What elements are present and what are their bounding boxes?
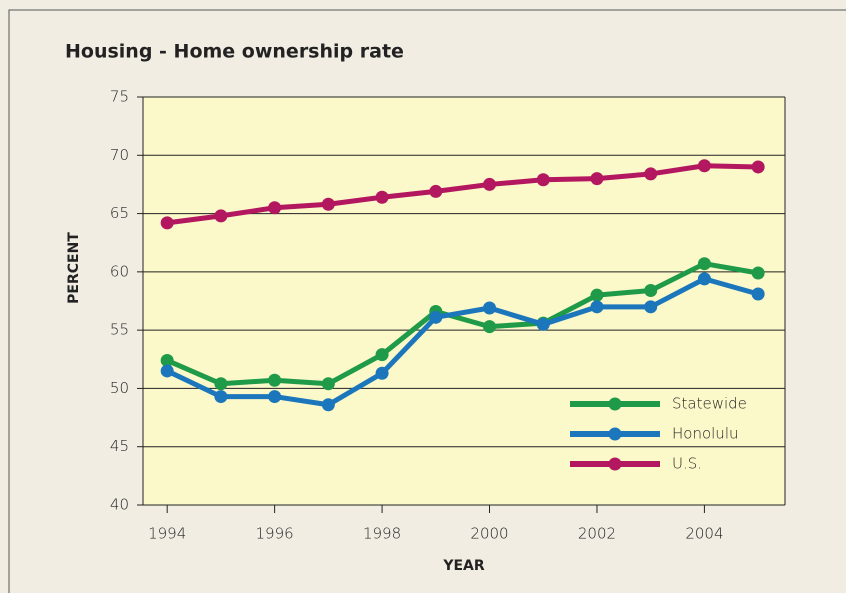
legend-marker xyxy=(608,457,622,471)
series-line xyxy=(166,276,759,408)
data-point xyxy=(697,272,711,286)
data-point xyxy=(590,288,604,302)
legend-label: Statewide xyxy=(672,395,747,413)
data-point xyxy=(697,159,711,173)
plot-area xyxy=(143,97,785,505)
series-line xyxy=(166,261,759,387)
data-point xyxy=(536,173,550,187)
data-point xyxy=(321,377,335,391)
data-point xyxy=(321,398,335,412)
frame xyxy=(8,9,846,593)
x-tick-label: 1994 xyxy=(148,525,186,543)
data-point xyxy=(214,209,228,223)
data-point xyxy=(214,377,228,391)
series-line xyxy=(166,163,759,226)
data-point xyxy=(644,167,658,181)
data-point xyxy=(429,310,443,324)
chart-title: Housing - Home ownership rate xyxy=(65,41,404,63)
data-point xyxy=(751,266,765,280)
y-tick-label: 75 xyxy=(110,88,129,106)
y-axis-label: PERCENT xyxy=(66,232,82,304)
data-point xyxy=(268,373,282,387)
data-point xyxy=(160,216,174,230)
legend-marker xyxy=(608,397,622,411)
data-point xyxy=(321,197,335,211)
y-tick-label: 55 xyxy=(110,321,129,339)
legend-label: U.S. xyxy=(672,455,702,473)
data-point xyxy=(375,190,389,204)
x-axis-label: YEAR xyxy=(442,558,485,574)
data-point xyxy=(429,184,443,198)
data-point xyxy=(751,287,765,301)
data-point xyxy=(483,301,497,315)
data-point xyxy=(268,201,282,215)
data-point xyxy=(160,364,174,378)
data-point xyxy=(483,320,497,334)
data-point xyxy=(697,257,711,271)
y-tick-label: 60 xyxy=(110,262,129,280)
y-tick-label: 40 xyxy=(110,496,129,514)
data-point xyxy=(268,390,282,404)
data-point xyxy=(536,317,550,331)
data-point xyxy=(644,284,658,298)
data-point xyxy=(375,366,389,380)
x-tick-label: 1998 xyxy=(363,525,401,543)
data-point xyxy=(375,348,389,362)
y-tick-label: 45 xyxy=(110,437,129,455)
y-tick-label: 50 xyxy=(110,379,129,397)
y-tick-label: 70 xyxy=(110,146,129,164)
data-point xyxy=(483,177,497,191)
data-point xyxy=(590,172,604,186)
x-tick-label: 2002 xyxy=(578,525,616,543)
data-point xyxy=(214,390,228,404)
x-tick-label: 1996 xyxy=(256,525,294,543)
data-point xyxy=(590,300,604,314)
x-tick-label: 2000 xyxy=(470,525,508,543)
data-point xyxy=(644,300,658,314)
data-point xyxy=(751,160,765,174)
legend-marker xyxy=(608,427,622,441)
y-tick-label: 65 xyxy=(110,204,129,222)
legend-label: Honolulu xyxy=(672,425,739,443)
x-tick-label: 2004 xyxy=(685,525,723,543)
data-point xyxy=(160,353,174,367)
